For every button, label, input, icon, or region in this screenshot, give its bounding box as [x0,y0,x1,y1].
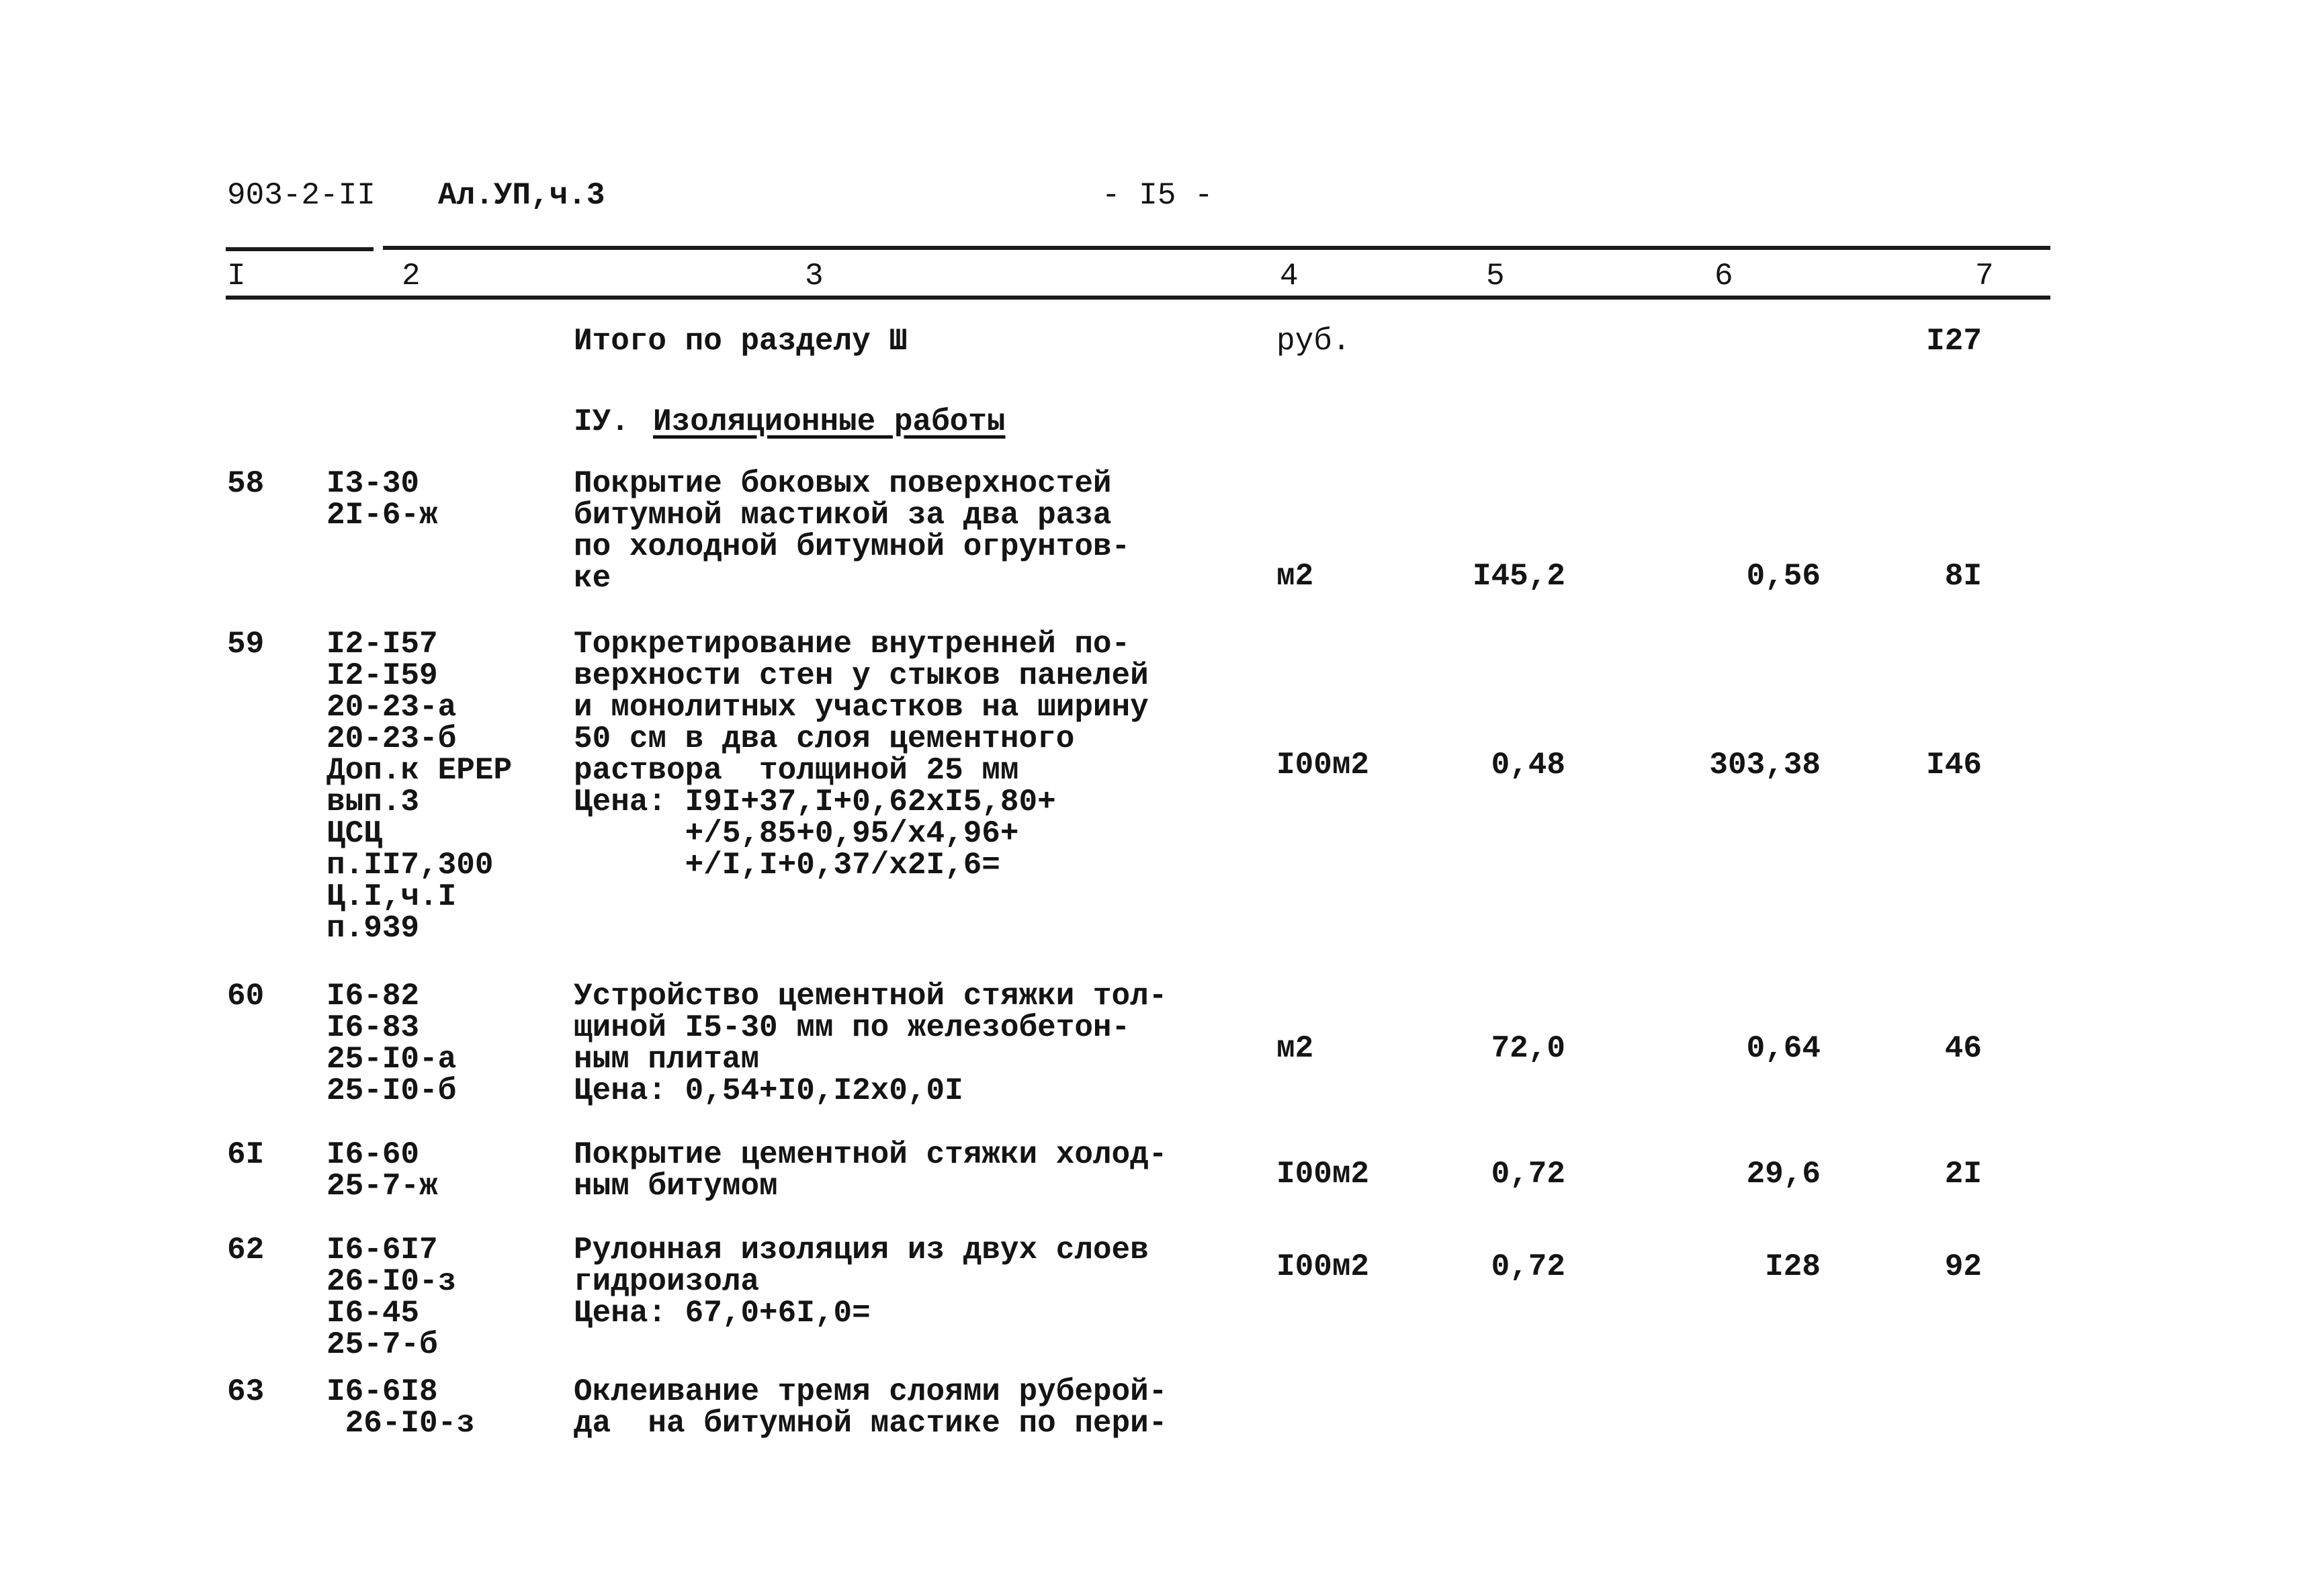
col-3: 3 [805,259,824,294]
row-number: 59 [227,627,265,662]
doc-code: 903-2-II [227,178,376,213]
row-number: 58 [227,466,265,501]
total-cost: 46 [1944,1031,1982,1066]
unit-price: I28 [1765,1249,1821,1284]
total-cost: I46 [1926,748,1982,783]
col-7: 7 [1975,259,1994,294]
norm-codes: I2-I57 I2-I59 20-23-а 20-23-б Доп.к ЕРЕР… [327,627,513,946]
total-unit: руб. [1276,324,1351,359]
norm-codes: I6-60 25-7-ж [327,1137,438,1204]
header-rule-top-left [226,247,374,251]
work-description: Покрытие цементной стяжки холод- ным бит… [574,1137,1168,1204]
page-number: - I5 - [1102,178,1213,213]
col-5: 5 [1486,259,1505,294]
unit-price: 0,56 [1746,559,1821,594]
total-label: Итого по разделу Ш [574,324,908,359]
work-description: Рулонная изоляция из двух слоев гидроизо… [574,1233,1149,1331]
norm-codes: I6-6I8 26-I0-з [327,1374,475,1441]
total-value: I27 [1926,324,1982,359]
header-rule-top [383,246,2050,250]
work-description: Оклеивание тремя слоями руберой- да на б… [574,1374,1168,1441]
quantity: 0,48 [1491,748,1565,783]
total-cost: 8I [1944,559,1982,594]
unit: I00м2 [1276,1157,1370,1192]
row-number: 63 [227,1374,265,1409]
header-rule-bottom [226,296,2050,300]
quantity: I45,2 [1472,559,1565,594]
unit: м2 [1276,559,1314,594]
norm-codes: I6-82 I6-83 25-I0-а 25-I0-б [327,979,457,1108]
unit-price: 29,6 [1746,1157,1821,1192]
album-ref: Ал.УП,ч.3 [438,178,605,213]
total-cost: 2I [1944,1157,1982,1192]
unit-price: 0,64 [1746,1031,1821,1066]
work-description: Торкретирование внутренней по- верхности… [574,627,1149,883]
row-number: 6I [227,1137,265,1172]
quantity: 0,72 [1491,1249,1565,1284]
quantity: 72,0 [1491,1031,1565,1066]
row-number: 60 [227,979,265,1014]
unit-price: 303,38 [1709,748,1821,783]
norm-codes: I6-6I7 26-I0-з I6-45 25-7-б [327,1233,457,1362]
row-number: 62 [227,1233,265,1268]
section-title: Изоляционные работы [653,404,1006,439]
quantity: 0,72 [1491,1157,1565,1192]
work-description: Устройство цементной стяжки тол- щиной I… [574,979,1168,1108]
section-number: IУ. [574,404,629,439]
col-2: 2 [402,259,421,294]
unit: I00м2 [1276,748,1370,783]
total-cost: 92 [1944,1249,1982,1284]
col-1: I [227,259,246,294]
unit: м2 [1276,1031,1314,1066]
col-4: 4 [1280,259,1299,294]
col-6: 6 [1714,259,1733,294]
work-description: Покрытие боковых поверхностей битумной м… [574,466,1131,596]
unit: I00м2 [1276,1249,1370,1284]
norm-codes: I3-30 2I-6-ж [327,466,438,533]
